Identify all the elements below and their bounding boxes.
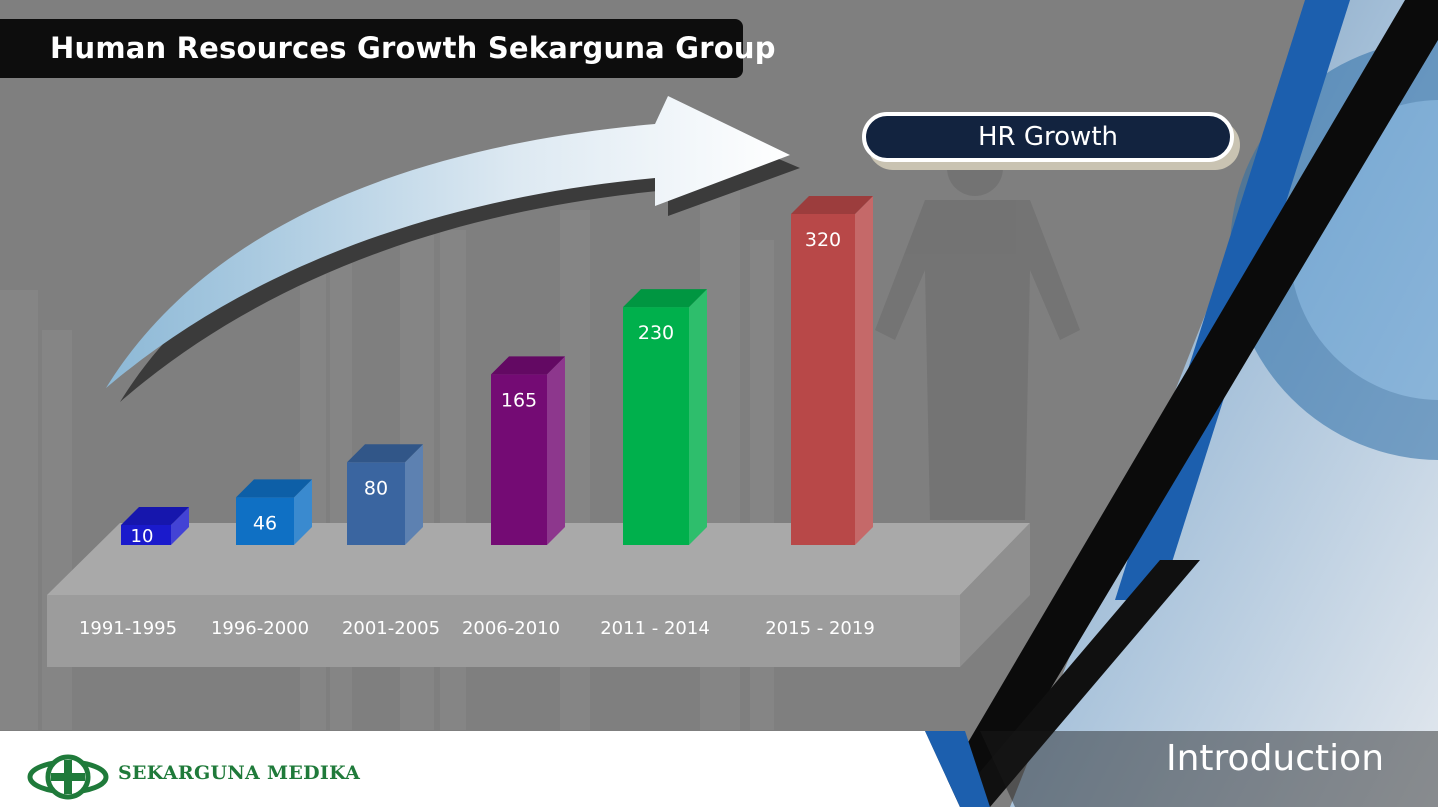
bar-side (689, 289, 707, 545)
bar-top (791, 196, 873, 214)
legend-label: HR Growth (978, 122, 1118, 152)
black-stripe (930, 0, 1438, 807)
data-label: 230 (638, 322, 674, 344)
data-labels-layer: 10 46 80 165 230 320 (131, 229, 842, 547)
x-tick-label: 1991-1995 (79, 618, 177, 639)
data-label: 320 (805, 229, 841, 251)
bar-top (491, 356, 565, 375)
data-label: 46 (253, 512, 277, 534)
data-label: 10 (131, 526, 154, 547)
x-tick-label: 2006-2010 (462, 618, 560, 639)
x-tick-label: 2011 - 2014 (600, 618, 710, 639)
bar-1996-2000 (236, 479, 312, 545)
x-tick-label: 2001-2005 (342, 618, 440, 639)
growth-arrow-shadow (120, 112, 800, 402)
footer-band (0, 731, 960, 807)
bar-top (347, 444, 423, 463)
page-title: Human Resources Growth Sekarguna Group (50, 31, 776, 65)
footer-dark-band (980, 731, 1438, 807)
black-stripe-lower (950, 560, 1200, 807)
company-name: SEKARGUNA MEDIKA (118, 762, 361, 784)
bar-front (791, 214, 855, 545)
bar-side (547, 356, 565, 545)
bar-side (855, 196, 873, 545)
logo-mark (27, 754, 109, 800)
section-label: Introduction (1166, 738, 1385, 779)
chart-platform-side (960, 523, 1030, 667)
bar-2011-2014 (623, 289, 707, 545)
bar-top (623, 289, 707, 308)
growth-arrow (106, 96, 790, 388)
x-tick-labels-layer: 1991-1995 1996-2000 2001-2005 2006-2010 2011… (79, 618, 875, 639)
bars-layer (121, 196, 873, 545)
footer-blue-corner (925, 731, 990, 807)
data-label: 165 (501, 389, 537, 411)
chart-legend: HR Growth (862, 112, 1234, 162)
data-label: 80 (364, 477, 388, 499)
bar-front (236, 497, 294, 545)
bar-front (121, 525, 171, 545)
bar-1991-1995 (121, 507, 189, 545)
bar-top (121, 507, 189, 525)
bar-front (623, 307, 689, 545)
bar-side (405, 444, 423, 545)
bar-2015-2019 (791, 196, 873, 545)
bar-front (347, 462, 405, 545)
bar-2006-2010 (491, 356, 565, 545)
bar-side (294, 479, 312, 545)
bar-2001-2005 (347, 444, 423, 545)
chart-platform-front (47, 595, 960, 667)
bar-front (491, 374, 547, 545)
x-tick-label: 1996-2000 (211, 618, 309, 639)
bar-side (171, 507, 189, 545)
title-bar: Human Resources Growth Sekarguna Group (0, 19, 775, 78)
bar-top (236, 479, 312, 498)
x-tick-label: 2015 - 2019 (765, 618, 875, 639)
